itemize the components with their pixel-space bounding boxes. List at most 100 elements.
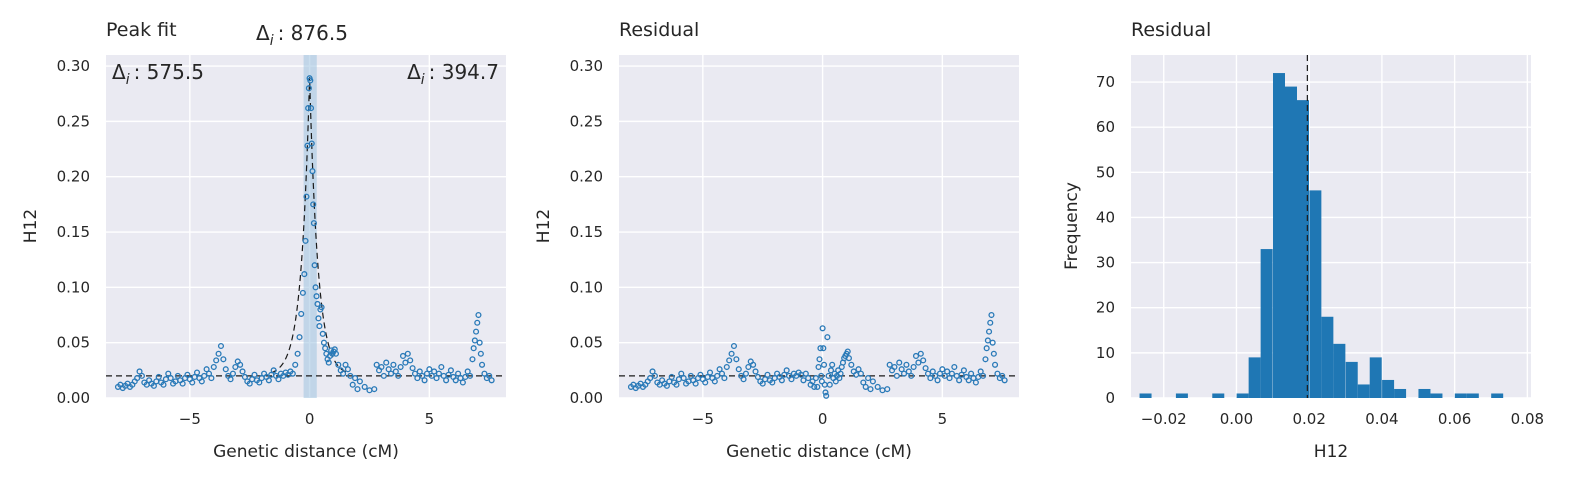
data-point: [884, 386, 891, 393]
data-point: [982, 356, 989, 363]
data-point: [208, 375, 215, 382]
data-point: [193, 369, 201, 376]
data-point: [488, 377, 495, 384]
histogram-bar: [1273, 73, 1285, 398]
histogram-bar: [1418, 388, 1431, 398]
data-point: [150, 382, 157, 389]
residual-histogram-bars: [1139, 73, 1504, 398]
data-point: [837, 370, 844, 377]
data-point: [476, 339, 483, 346]
data-point: [817, 345, 824, 352]
data-point: [307, 105, 315, 112]
data-point: [294, 350, 301, 357]
peak-fit-y-tick-label: 0.05: [57, 334, 90, 352]
data-point: [310, 201, 317, 208]
data-point: [822, 389, 829, 396]
data-point: [475, 311, 482, 319]
data-point: [239, 368, 246, 375]
data-point: [471, 337, 478, 344]
residual-histogram-y-tick-labels: 0 10 20 30 40 50 60 70: [1096, 73, 1115, 407]
residual-scatter-y-tick-label: 0.10: [570, 278, 603, 296]
data-point: [303, 193, 310, 200]
residual-scatter-x-tick-label: 0: [818, 410, 828, 428]
data-point: [189, 379, 196, 386]
data-point: [759, 380, 766, 387]
data-point: [860, 379, 867, 386]
data-point: [999, 372, 1006, 379]
data-point: [402, 359, 409, 366]
data-point: [217, 342, 225, 350]
data-point: [769, 379, 776, 386]
data-point: [965, 377, 972, 384]
data-point: [251, 371, 258, 378]
data-point: [470, 345, 477, 352]
data-point: [419, 372, 426, 379]
data-point: [932, 372, 939, 379]
data-point: [740, 376, 747, 383]
data-point: [407, 357, 414, 364]
data-point: [730, 342, 738, 350]
data-point: [946, 375, 953, 382]
data-point: [184, 371, 191, 378]
data-point: [155, 373, 162, 381]
data-point: [392, 368, 399, 375]
data-point: [213, 357, 220, 364]
data-point: [702, 379, 709, 386]
data-point: [455, 370, 462, 377]
data-point: [816, 356, 823, 363]
data-point: [820, 345, 827, 352]
data-point: [802, 370, 809, 377]
data-point: [726, 357, 733, 364]
data-point: [692, 380, 699, 387]
data-point: [270, 367, 277, 374]
residual-histogram-x-tick-label: 0.00: [1220, 410, 1253, 428]
data-point: [309, 168, 316, 175]
data-point: [829, 361, 836, 368]
data-point: [869, 378, 876, 385]
delta-symbol: Δ: [256, 21, 270, 45]
data-point: [678, 370, 685, 377]
residual-scatter-points: [627, 311, 1008, 399]
data-point: [136, 368, 143, 375]
delta-annotation-left: Δi: 575.5: [112, 60, 204, 88]
delta-subscript: i: [421, 72, 425, 88]
data-point: [371, 386, 378, 393]
residual-histogram-y-tick-label: 60: [1096, 118, 1115, 136]
data-point: [428, 372, 435, 379]
data-point: [222, 366, 229, 373]
data-point: [764, 371, 771, 378]
data-point: [433, 375, 440, 382]
data-point: [421, 377, 428, 384]
residual-histogram-x-tick-labels: −0.02 0.00 0.02 0.04 0.06 0.08: [1141, 410, 1544, 428]
data-point: [431, 368, 438, 375]
data-point: [827, 367, 835, 374]
data-point: [832, 378, 839, 385]
data-point: [984, 337, 991, 344]
data-point: [445, 371, 452, 378]
data-point: [819, 325, 826, 332]
data-point: [383, 359, 390, 366]
data-point: [944, 368, 951, 375]
data-point: [862, 383, 869, 390]
data-point: [980, 372, 987, 379]
data-point: [409, 365, 416, 372]
data-point: [459, 379, 466, 386]
data-point: [411, 370, 419, 377]
data-point: [723, 363, 730, 371]
data-point: [210, 363, 217, 371]
peak-fit-y-label: H12: [21, 209, 41, 243]
residual-scatter-y-tick-label: 0.15: [570, 223, 603, 241]
data-point: [227, 376, 234, 383]
histogram-bar: [1285, 86, 1297, 398]
peak-fit-y-tick-label: 0.25: [57, 112, 90, 130]
data-point: [352, 375, 359, 382]
histogram-bar: [1382, 379, 1395, 398]
data-point: [229, 370, 236, 377]
peak-fit-x-tick-label: −5: [179, 410, 201, 428]
data-point: [893, 372, 900, 379]
histogram-bar: [1248, 357, 1261, 398]
data-point: [387, 370, 395, 377]
peak-fit-points: [114, 75, 495, 394]
data-point: [1001, 377, 1008, 384]
